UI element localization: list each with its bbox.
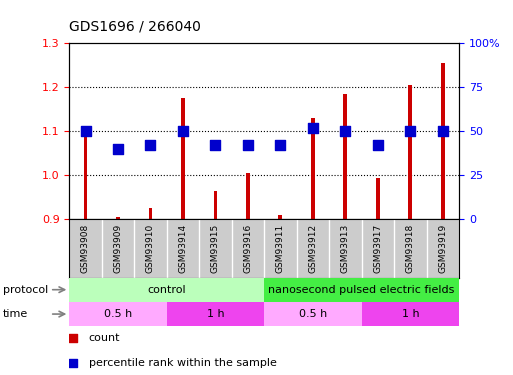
Bar bbox=[362, 302, 459, 326]
Bar bbox=[344, 94, 347, 219]
Text: GSM93918: GSM93918 bbox=[406, 224, 415, 273]
Text: GSM93917: GSM93917 bbox=[373, 224, 382, 273]
Text: GSM93915: GSM93915 bbox=[211, 224, 220, 273]
Bar bbox=[311, 118, 315, 219]
Text: GSM93914: GSM93914 bbox=[179, 224, 187, 273]
Text: time: time bbox=[3, 309, 28, 319]
Bar bbox=[69, 302, 167, 326]
Bar bbox=[116, 217, 120, 219]
Point bbox=[295, 15, 304, 21]
Bar bbox=[213, 191, 218, 219]
Bar bbox=[69, 278, 264, 302]
Text: count: count bbox=[89, 333, 120, 344]
Text: GSM93912: GSM93912 bbox=[308, 224, 318, 273]
Point bbox=[295, 237, 304, 243]
Text: GSM93916: GSM93916 bbox=[244, 224, 252, 273]
Text: nanosecond pulsed electric fields: nanosecond pulsed electric fields bbox=[268, 285, 455, 295]
Text: GSM93909: GSM93909 bbox=[113, 224, 123, 273]
Bar bbox=[149, 209, 152, 219]
Point bbox=[146, 142, 154, 148]
Text: GSM93913: GSM93913 bbox=[341, 224, 350, 273]
Point bbox=[439, 128, 447, 134]
Text: 0.5 h: 0.5 h bbox=[299, 309, 327, 319]
Bar bbox=[264, 302, 362, 326]
Text: protocol: protocol bbox=[3, 285, 48, 295]
Text: percentile rank within the sample: percentile rank within the sample bbox=[89, 358, 277, 368]
Bar bbox=[84, 131, 87, 219]
Text: GSM93910: GSM93910 bbox=[146, 224, 155, 273]
Point bbox=[211, 142, 220, 148]
Bar bbox=[279, 215, 282, 219]
Bar bbox=[167, 302, 264, 326]
Text: GSM93911: GSM93911 bbox=[276, 224, 285, 273]
Bar bbox=[376, 177, 380, 219]
Point bbox=[114, 146, 122, 152]
Text: 1 h: 1 h bbox=[207, 309, 224, 319]
Bar bbox=[246, 173, 250, 219]
Text: GSM93919: GSM93919 bbox=[439, 224, 447, 273]
Point bbox=[179, 128, 187, 134]
Point bbox=[374, 142, 382, 148]
Point bbox=[82, 128, 90, 134]
Bar bbox=[181, 98, 185, 219]
Point bbox=[277, 142, 285, 148]
Bar bbox=[408, 85, 412, 219]
Bar bbox=[264, 278, 459, 302]
Point bbox=[309, 125, 317, 131]
Text: 1 h: 1 h bbox=[402, 309, 419, 319]
Point bbox=[406, 128, 415, 134]
Text: GDS1696 / 266040: GDS1696 / 266040 bbox=[69, 20, 201, 34]
Text: GSM93908: GSM93908 bbox=[81, 224, 90, 273]
Point bbox=[341, 128, 349, 134]
Text: 0.5 h: 0.5 h bbox=[104, 309, 132, 319]
Point bbox=[244, 142, 252, 148]
Text: control: control bbox=[147, 285, 186, 295]
Bar bbox=[441, 63, 445, 219]
